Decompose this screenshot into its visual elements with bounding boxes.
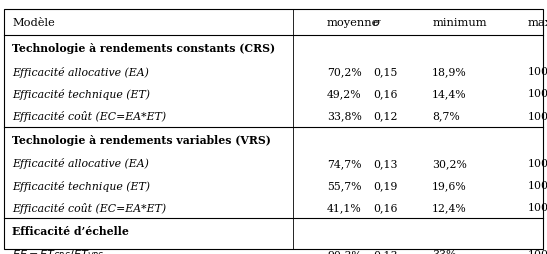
Text: 8,7%: 8,7% <box>432 111 460 121</box>
Text: Efficacité technique (ET): Efficacité technique (ET) <box>12 89 150 100</box>
Text: 100%: 100% <box>527 111 547 121</box>
Text: $EE = ET_{CRS}/ET_{VRS}$: $EE = ET_{CRS}/ET_{VRS}$ <box>12 247 104 254</box>
Text: Efficacité coût (EC=EA*ET): Efficacité coût (EC=EA*ET) <box>12 202 166 213</box>
Text: 0,16: 0,16 <box>373 89 398 99</box>
Text: 0,16: 0,16 <box>373 202 398 212</box>
Text: 49,2%: 49,2% <box>327 89 362 99</box>
Text: 0,19: 0,19 <box>373 180 398 190</box>
Text: 18,9%: 18,9% <box>432 67 467 77</box>
Text: 0,13: 0,13 <box>373 158 398 168</box>
Text: Efficacité coût (EC=EA*ET): Efficacité coût (EC=EA*ET) <box>12 111 166 122</box>
Text: Efficacité allocative (EA): Efficacité allocative (EA) <box>12 158 149 169</box>
Text: 14,4%: 14,4% <box>432 89 467 99</box>
Text: maximum: maximum <box>527 18 547 28</box>
Text: 0,15: 0,15 <box>373 67 398 77</box>
Text: 90,3%: 90,3% <box>327 249 362 254</box>
Text: 41,1%: 41,1% <box>327 202 362 212</box>
Text: 100%: 100% <box>527 180 547 190</box>
Text: 100%: 100% <box>527 249 547 254</box>
Text: Technologie à rendements constants (CRS): Technologie à rendements constants (CRS) <box>12 43 275 54</box>
Text: 0,13: 0,13 <box>373 249 398 254</box>
Text: 0,12: 0,12 <box>373 111 398 121</box>
Text: Efficacité technique (ET): Efficacité technique (ET) <box>12 180 150 191</box>
Text: 74,7%: 74,7% <box>327 158 362 168</box>
Text: 100%: 100% <box>527 89 547 99</box>
Text: minimum: minimum <box>432 18 487 28</box>
Text: σ: σ <box>373 18 381 28</box>
Text: 100%: 100% <box>527 158 547 168</box>
Text: 33%: 33% <box>432 249 457 254</box>
Text: 70,2%: 70,2% <box>327 67 362 77</box>
Text: 100%: 100% <box>527 67 547 77</box>
Text: 55,7%: 55,7% <box>327 180 362 190</box>
Text: Modèle: Modèle <box>12 18 55 28</box>
Text: moyenne: moyenne <box>327 18 380 28</box>
Text: 12,4%: 12,4% <box>432 202 467 212</box>
Text: Efficacité d’échelle: Efficacité d’échelle <box>12 225 129 236</box>
Text: 100%: 100% <box>527 202 547 212</box>
Text: Technologie à rendements variables (VRS): Technologie à rendements variables (VRS) <box>12 134 271 145</box>
Text: 19,6%: 19,6% <box>432 180 467 190</box>
Text: Efficacité allocative (EA): Efficacité allocative (EA) <box>12 67 149 77</box>
Text: 33,8%: 33,8% <box>327 111 362 121</box>
Text: 30,2%: 30,2% <box>432 158 467 168</box>
